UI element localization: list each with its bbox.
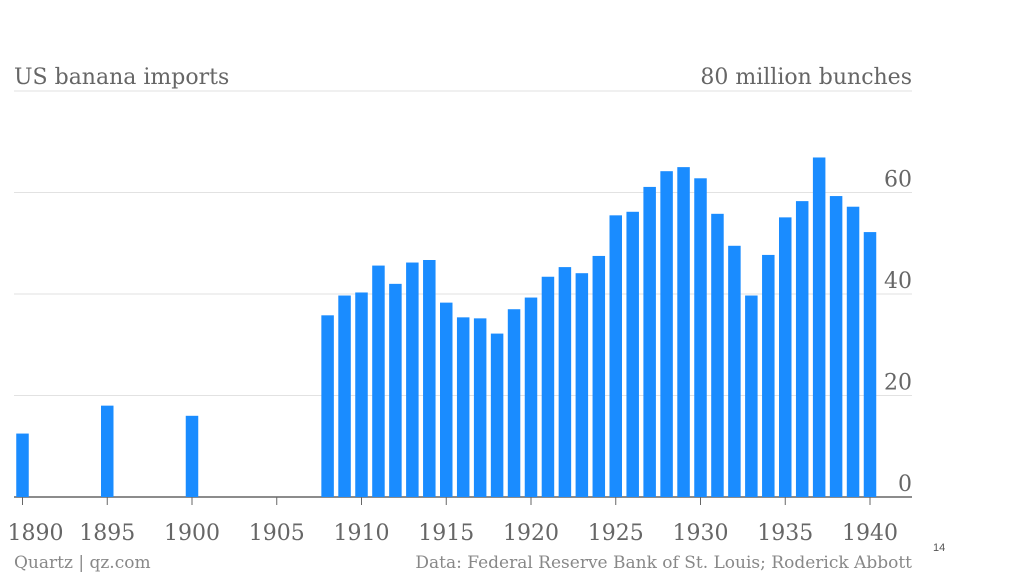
x-tick-label: 1905 bbox=[249, 521, 305, 546]
chart-title: US banana imports bbox=[14, 65, 229, 90]
x-tick-labels: 1890 1895 1900 1905 1910 1915 1920 1925 1930 1935… bbox=[8, 497, 898, 546]
page-number: 14 bbox=[933, 542, 946, 554]
bar bbox=[745, 295, 758, 497]
bar bbox=[541, 276, 555, 497]
x-tick-label: 1890 bbox=[8, 521, 64, 546]
bar bbox=[779, 217, 792, 497]
x-tick-label: 1925 bbox=[588, 521, 644, 546]
bar bbox=[389, 283, 402, 497]
bar bbox=[423, 259, 436, 497]
bar bbox=[101, 405, 114, 497]
x-tick-label: 1920 bbox=[503, 521, 559, 546]
bar bbox=[490, 333, 504, 497]
bar bbox=[846, 206, 860, 497]
bar bbox=[558, 267, 572, 497]
bar bbox=[456, 317, 470, 497]
x-tick-label: 1900 bbox=[164, 521, 220, 546]
bar bbox=[728, 245, 741, 497]
bar bbox=[440, 302, 453, 497]
bar bbox=[16, 433, 29, 497]
bar bbox=[609, 215, 622, 497]
bar bbox=[473, 318, 487, 497]
bar bbox=[829, 196, 843, 498]
bar bbox=[185, 415, 199, 497]
x-tick-label: 1935 bbox=[757, 521, 813, 546]
source-right: Data: Federal Reserve Bank of St. Louis;… bbox=[415, 553, 912, 573]
bar bbox=[575, 273, 589, 497]
bar bbox=[338, 295, 351, 497]
bar bbox=[406, 262, 419, 497]
bar bbox=[643, 186, 656, 498]
bar bbox=[863, 232, 877, 497]
bar bbox=[592, 255, 606, 497]
y-tick-label: 20 bbox=[884, 371, 912, 396]
bar bbox=[694, 178, 707, 498]
bar bbox=[372, 265, 385, 497]
bar bbox=[321, 315, 334, 497]
y-tick-labels: 0 20 40 60 bbox=[884, 168, 912, 498]
bar bbox=[507, 309, 521, 497]
bar bbox=[626, 211, 639, 497]
source-left: Quartz | qz.com bbox=[14, 553, 151, 573]
bar bbox=[677, 167, 690, 497]
bar bbox=[711, 213, 724, 497]
bar bbox=[660, 171, 673, 497]
bar bbox=[524, 297, 538, 497]
bar bbox=[795, 201, 809, 497]
bar bbox=[355, 292, 368, 497]
x-tick-label: 1910 bbox=[334, 521, 390, 546]
y-tick-label: 0 bbox=[898, 472, 912, 497]
bar bbox=[762, 254, 775, 497]
bar bbox=[812, 157, 826, 498]
unit-label: 80 million bunches bbox=[700, 65, 912, 90]
x-tick-label: 1930 bbox=[673, 521, 729, 546]
x-tick-label: 1895 bbox=[79, 521, 135, 546]
y-tick-label: 40 bbox=[884, 269, 912, 294]
y-tick-label: 60 bbox=[884, 168, 912, 193]
x-tick-label: 1940 bbox=[842, 521, 898, 546]
x-tick-label: 1915 bbox=[418, 521, 474, 546]
bars bbox=[16, 157, 877, 498]
